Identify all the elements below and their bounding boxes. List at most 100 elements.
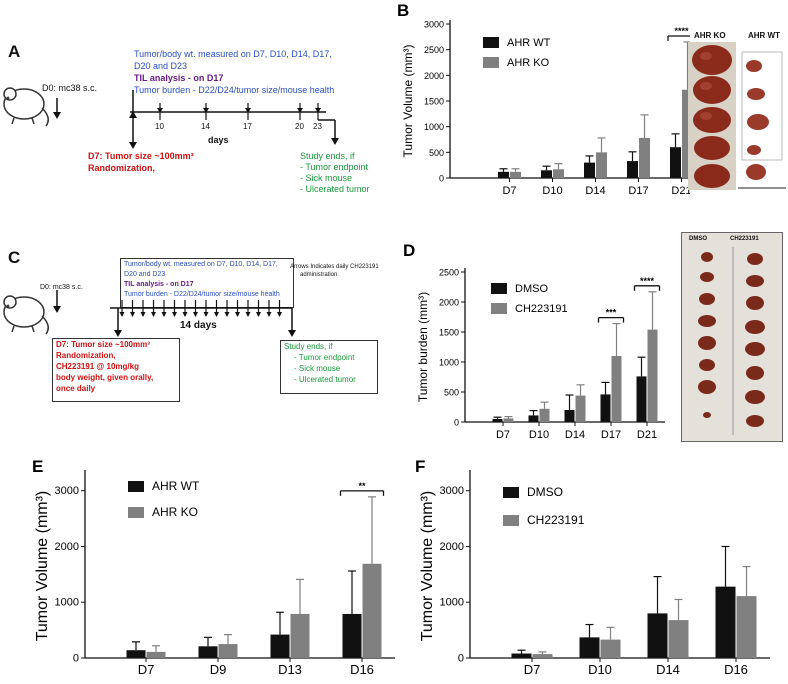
c-daily-arrow-head [224,312,230,317]
a-tick-10: 10 [155,122,164,131]
c-d7-line2: Randomization, [56,351,116,360]
c-text-line2: D20 and D23 [124,271,166,278]
bar [668,620,689,658]
y-tick-label: 3000 [55,485,79,497]
x-tick-label: D14 [565,429,585,441]
c-d0-label: D0: mc38 s.c. [40,284,83,291]
a-end-1: - Tumor endpoint [300,162,369,172]
y-axis-label: Tumor Volume (mm³) [419,491,436,642]
y-tick-label: 2000 [55,541,79,553]
c-d7-line1: D7: Tumor size ~100mm³ [56,340,150,349]
legend-swatch [491,303,507,314]
panel-a-diagram [3,87,339,149]
c-daily-arrow-head [256,312,261,317]
bar [647,613,668,658]
panel-label-a: A [8,42,21,61]
a-end-2: - Sick mouse [300,173,353,183]
bar [553,169,564,178]
bar [636,376,647,422]
bar [218,644,238,658]
y-tick-label: 3000 [424,20,444,30]
c-end-1: - Tumor endpoint [294,353,355,362]
c-end-box [280,340,378,394]
x-tick-label: D17 [601,429,621,441]
a-tick-23: 23 [313,122,322,131]
x-tick-label: D14 [585,185,605,197]
photo-d-right-label: CH223191 [730,236,759,242]
y-tick-label: 1000 [55,597,79,609]
x-tick-label: D17 [628,185,648,197]
a-tick-20: 20 [295,122,304,131]
c-daily-arrow-head [266,312,272,317]
c-d7-box [52,338,180,402]
bar [611,356,622,422]
bar [503,418,514,422]
bar [639,137,650,178]
c-daily-arrow-head [151,312,156,317]
y-tick-label: 2500 [424,45,444,55]
a-d7-line2: Randomization, [88,163,155,173]
x-tick-label: D16 [350,662,374,677]
bar [510,171,521,178]
bar [682,89,690,178]
bar [532,654,553,658]
bar [575,395,586,422]
c-d7-line5: once daily [56,384,96,393]
legend-swatch [483,37,499,48]
a-text-line4: Tumor burden - D22/D24/tumor size/mouse … [134,85,335,95]
bar [342,613,362,658]
x-tick-label: D7 [502,185,516,197]
bar [498,171,509,178]
y-axis-label: Tumor Volume (mm³) [401,45,415,158]
photo-b-left-label: AHR KO [694,31,726,40]
bar [492,419,503,422]
photo-d-frame [681,232,783,442]
significance-label: *** [606,308,617,318]
chart-b: B 0 500 1000 1500 2000 2500 3000 Tumor Volume (m… [397,1,690,197]
c-text-line3: TIL analysis - on D17 [124,281,194,288]
c-daily-arrow-head [193,312,198,317]
c-arrows-note-1: Arrows Indicates daily CH223191 [290,264,379,270]
c-end-3: - Ulcerated tumor [294,375,356,384]
c-arrows-note-2: administration [300,272,338,278]
legend-label: CH223191 [515,303,568,315]
y-axis-label: Tumor burden (mm³) [416,292,430,402]
legend-swatch [503,515,519,526]
c-daily-arrow-head [203,312,209,317]
bar [198,646,218,658]
y-axis-label: Tumor Volume (mm³) [34,491,51,642]
legend-label: DMSO [527,485,563,499]
y-tick-label: 0 [454,418,459,428]
bar [736,596,757,658]
panel-c-diagram [3,290,296,337]
y-tick-label: 2500 [439,268,459,278]
legend-swatch [128,481,144,492]
y-tick-label: 1000 [424,122,444,132]
c-daily-arrow-head [245,312,251,317]
c-daily-arrow-head [140,312,146,317]
y-tick-label: 1500 [424,97,444,107]
bar [627,161,638,178]
legend-label: AHR WT [152,479,200,493]
a-tick-17: 17 [243,122,252,131]
a-axis-label: days [208,135,229,145]
bar [600,639,621,658]
x-tick-label: D21 [671,185,690,197]
a-end-3: - Ulcerated tumor [300,184,370,194]
photo-b-right-label: AHR WT [748,31,780,40]
x-tick-label: D10 [542,185,562,197]
bar [528,415,539,422]
c-d7-line3: CH223191 @ 10mg/kg [56,362,139,371]
bar [579,637,600,658]
x-tick-label: D14 [656,662,680,677]
a-tick-14: 14 [201,122,210,131]
y-tick-label: 0 [73,653,79,665]
c-d7-line4: body weight, given orally, [56,373,154,382]
y-tick-label: 1000 [439,358,459,368]
x-tick-label: D21 [637,429,657,441]
a-text-line1: Tumor/body wt. measured on D7, D10, D14,… [134,49,332,59]
legend-label: AHR KO [152,505,198,519]
y-tick-label: 2000 [439,298,459,308]
bar [511,653,532,658]
y-tick-label: 1500 [439,328,459,338]
